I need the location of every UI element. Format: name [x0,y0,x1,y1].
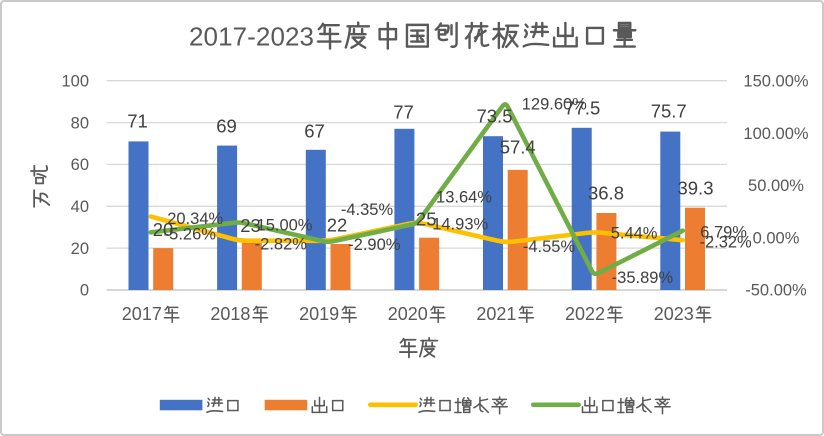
svg-text:2017-2023: 2017-2023 [189,22,314,52]
svg-text:40: 40 [71,198,89,216]
svg-text:-50.00%: -50.00% [745,282,807,300]
svg-text:20: 20 [153,219,174,240]
svg-text:25: 25 [416,208,437,229]
svg-text:2022: 2022 [565,304,605,324]
svg-text:39.3: 39.3 [677,178,713,199]
svg-text:5.44%: 5.44% [611,225,658,243]
svg-text:-2.82%: -2.82% [255,236,308,254]
svg-text:23: 23 [240,215,261,236]
svg-text:67: 67 [304,121,325,142]
svg-text:0.00%: 0.00% [753,229,800,247]
svg-text:77: 77 [393,101,414,122]
svg-text:75.7: 75.7 [651,100,687,121]
svg-text:71: 71 [127,110,148,131]
svg-text:36.8: 36.8 [588,182,624,203]
svg-text:6.79%: 6.79% [700,223,747,241]
svg-text:-4.35%: -4.35% [341,201,394,219]
svg-text:57.4: 57.4 [500,137,536,158]
svg-text:-2.90%: -2.90% [348,236,401,254]
svg-text:100: 100 [61,72,89,90]
svg-text:-2.32%: -2.32% [699,233,752,251]
svg-text:2021: 2021 [476,304,516,324]
svg-text:-5.26%: -5.26% [164,226,217,244]
svg-text:2019: 2019 [299,304,339,324]
svg-text:80: 80 [71,114,89,132]
svg-text:69: 69 [216,116,237,137]
svg-text:77.5: 77.5 [564,98,600,119]
svg-text:60: 60 [71,156,89,174]
svg-text:50.00%: 50.00% [748,177,804,195]
svg-text:15.00%: 15.00% [257,217,313,235]
svg-text:14.93%: 14.93% [432,216,488,234]
svg-text:100.00%: 100.00% [743,125,808,143]
svg-text:150.00%: 150.00% [743,73,808,91]
svg-text:73.5: 73.5 [476,105,512,126]
svg-text:2017: 2017 [122,304,162,324]
svg-text:-35.89%: -35.89% [612,269,674,287]
svg-text:2018: 2018 [210,304,250,324]
svg-text:0: 0 [80,282,89,300]
svg-text:20.34%: 20.34% [167,210,223,228]
svg-text:13.64%: 13.64% [436,188,492,206]
svg-text:2020: 2020 [388,304,428,324]
svg-text:2023: 2023 [654,304,694,324]
svg-text:20: 20 [71,240,89,258]
svg-text:22: 22 [327,214,348,235]
svg-text:129.60%: 129.60% [522,96,587,114]
svg-text:-4.55%: -4.55% [523,238,576,256]
